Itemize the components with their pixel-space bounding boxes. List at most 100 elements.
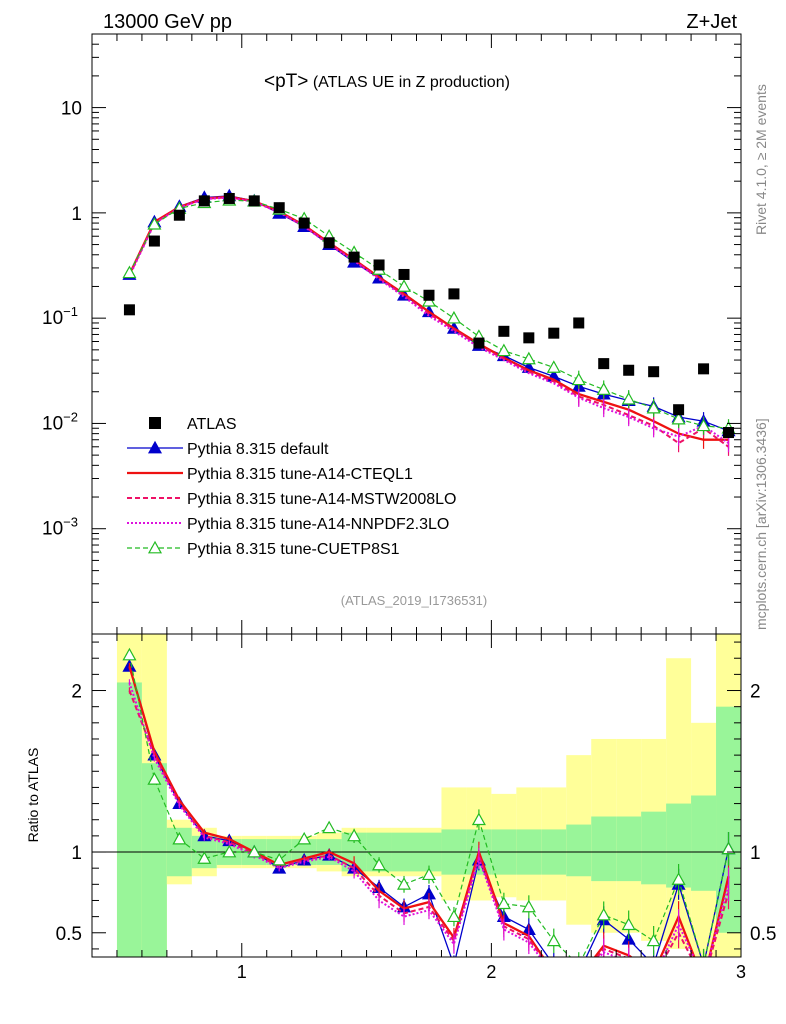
ratio-point-cuetp8s1 [347, 828, 362, 842]
main-point-cuetp8s1 [571, 372, 586, 386]
ratio-y-tick-label-right: 1 [750, 843, 761, 864]
main-point-atlas [248, 195, 260, 207]
main-y-tick-label: 10−3 [42, 515, 78, 540]
ratio-point-cuetp8s1 [471, 812, 486, 826]
main-point-cuetp8s1 [596, 382, 611, 395]
main-point-atlas [348, 251, 360, 263]
ratio-point-cuetp8s1 [197, 851, 212, 864]
legend-label: Pythia 8.315 tune-A14-MSTW2008LO [187, 491, 456, 508]
ratio-y-tick-label: 2 [71, 682, 82, 703]
legend-entry-mstw: Pythia 8.315 tune-A14-MSTW2008LO [127, 491, 456, 508]
main-point-atlas [223, 192, 235, 204]
ratio-point-cuetp8s1 [222, 844, 237, 858]
legend-entry-atlas: ATLAS [149, 416, 237, 433]
legend-label: Pythia 8.315 tune-A14-CTEQL1 [187, 466, 413, 483]
ratio-point-cuetp8s1 [172, 831, 187, 845]
ratio-point-default [573, 967, 585, 978]
ratio-y-tick-label: 1 [71, 843, 82, 864]
main-point-atlas [298, 217, 310, 229]
ratio-series-nnpdf [128, 679, 730, 957]
ratio-point-cuetp8s1 [122, 647, 137, 661]
main-point-atlas [673, 404, 685, 416]
ratio-point-cuetp8s1 [646, 933, 661, 947]
ratio-point-cuetp8s1 [573, 959, 585, 970]
main-point-atlas [373, 259, 385, 271]
main-point-atlas [323, 237, 335, 249]
main-point-atlas [573, 317, 585, 329]
x-tick-label: 1 [237, 962, 247, 982]
main-point-atlas [423, 289, 435, 301]
main-point-cuetp8s1 [646, 400, 661, 414]
main-y-tick-label: 10−2 [42, 409, 78, 434]
main-point-cuetp8s1 [122, 265, 137, 279]
ratio-series-marks [122, 647, 736, 978]
main-point-atlas [723, 427, 735, 439]
axes: 1 2 3 10−3 10−2 10−1 1 10 0.5 0.5 1 1 2 2 [42, 33, 776, 982]
legend-label: Pythia 8.315 tune-A14-NNPDF2.3LO [187, 516, 449, 533]
legend-label: ATLAS [187, 416, 237, 433]
ratio-band-inner-bin [566, 824, 592, 877]
legend-entry-cteql1: Pythia 8.315 tune-A14-CTEQL1 [127, 466, 413, 483]
ratio-y-axis-label: Ratio to ATLAS [25, 748, 41, 843]
ratio-point-cuetp8s1 [496, 896, 511, 910]
ratio-band-inner-bin [116, 682, 142, 957]
ratio-point-default [548, 959, 560, 970]
ratio-point-cuetp8s1 [521, 899, 536, 913]
main-series-line-nnpdf [128, 196, 730, 444]
ratio-point-cuetp8s1 [421, 867, 437, 881]
ratio-point-cuetp8s1 [272, 852, 287, 866]
main-point-atlas [523, 332, 535, 344]
mcplots-label: mcplots.cern.ch [arXiv:1306.3436] [753, 418, 769, 630]
ratio-point-cuetp8s1 [147, 772, 162, 785]
legend-entry-cuetp8s1: Pythia 8.315 tune-CUETP8S1 [127, 540, 400, 558]
main-point-atlas [448, 288, 460, 300]
ratio-band-inner-bin [141, 763, 167, 957]
legend-marker-atlas [149, 417, 161, 429]
legend-marker-default [147, 440, 163, 454]
ratio-point-default [648, 959, 660, 970]
ratio-point-cuetp8s1 [546, 933, 561, 947]
ratio-band-inner-bin [691, 795, 717, 891]
ratio-y-tick-label-right: 0.5 [750, 924, 776, 945]
main-point-atlas [648, 366, 660, 378]
main-point-atlas [473, 337, 485, 349]
ratio-band-inner-bin [616, 816, 642, 882]
legend-marker-cuetp8s1 [147, 540, 163, 554]
ratio-point-cuetp8s1 [372, 857, 387, 871]
main-point-atlas [698, 363, 710, 375]
x-tick-label: 3 [736, 962, 746, 982]
main-series-marks [122, 188, 736, 456]
main-point-cuetp8s1 [147, 216, 162, 230]
main-point-cuetp8s1 [496, 343, 511, 357]
process-label: Z+Jet [686, 11, 737, 33]
ratio-point-cuetp8s1 [721, 841, 736, 855]
main-point-cuetp8s1 [671, 411, 686, 425]
analysis-id: (ATLAS_2019_I1736531) [341, 593, 487, 608]
legend: ATLAS Pythia 8.315 default Pythia 8.315 tu… [127, 416, 456, 558]
ratio-band-inner-bin [591, 816, 617, 882]
rivet-version-label: Rivet 4.1.0, ≥ 2M events [753, 84, 769, 235]
ratio-point-cuetp8s1 [596, 907, 611, 921]
legend-entry-nnpdf: Pythia 8.315 tune-A14-NNPDF2.3LO [127, 516, 449, 533]
ratio-point-cuetp8s1 [446, 909, 461, 923]
legend-label: Pythia 8.315 default [187, 441, 329, 458]
ratio-y-tick-label: 0.5 [56, 924, 82, 945]
ratio-point-default [698, 959, 710, 970]
main-series-line-mstw [128, 196, 730, 448]
ratio-point-cuetp8s1 [698, 959, 710, 970]
main-y-tick-label: 10 [61, 99, 82, 120]
main-point-atlas [398, 268, 410, 280]
ratio-point-cuetp8s1 [322, 820, 337, 834]
legend-entry-default: Pythia 8.315 default [127, 440, 329, 458]
plot-title: <pT> (ATLAS UE in Z production) [264, 71, 510, 92]
main-y-tick-label: 10−1 [42, 304, 78, 329]
ratio-series-cuetp8s1 [122, 647, 736, 970]
main-point-atlas [623, 364, 635, 376]
main-series-nnpdf [128, 196, 730, 453]
main-point-atlas [548, 327, 560, 339]
ratio-point-cuetp8s1 [396, 877, 412, 890]
ratio-point-default [448, 959, 460, 970]
energy-label: 13000 GeV pp [103, 11, 232, 33]
legend-label: Pythia 8.315 tune-CUETP8S1 [187, 541, 400, 558]
